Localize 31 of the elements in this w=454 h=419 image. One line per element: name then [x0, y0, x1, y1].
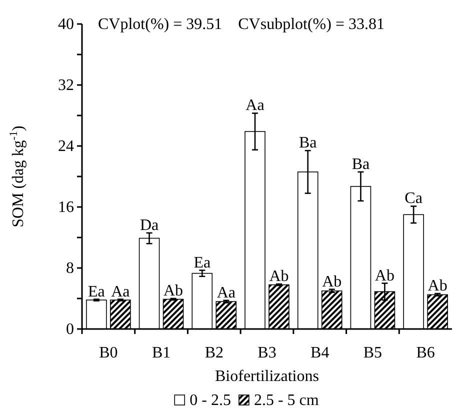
y-tick-label: 32: [58, 77, 74, 94]
x-tick-label: B6: [416, 344, 435, 362]
data-label: Ab: [374, 267, 394, 284]
data-label: Ab: [269, 268, 289, 286]
data-label: Ab: [164, 282, 184, 300]
data-label: Ca: [404, 190, 422, 208]
x-tick-label: B4: [310, 344, 330, 362]
y-tick-label: 24: [58, 138, 74, 156]
data-label: Ba: [352, 156, 370, 173]
y-tick-label: 0: [66, 321, 74, 338]
x-tick-label: B2: [204, 344, 224, 362]
data-label: Ea: [88, 283, 105, 300]
x-tick-label: B5: [363, 344, 382, 362]
data-label: Aa: [216, 284, 236, 302]
y-tick-label: 8: [66, 260, 74, 278]
data-label: Ea: [194, 254, 211, 272]
x-tick-label: B0: [99, 344, 118, 362]
x-tick-label: B3: [258, 344, 276, 362]
x-tick-label: B1: [152, 344, 171, 362]
data-label: Ba: [298, 134, 317, 152]
data-label: Ab: [428, 278, 448, 295]
data-label: Aa: [246, 97, 264, 114]
data-label: Ab: [322, 273, 342, 290]
data-label: Aa: [111, 283, 130, 300]
y-tick-label: 40: [58, 16, 74, 34]
x-axis-title: Biofertilizations: [215, 368, 319, 385]
y-tick-label: 16: [58, 199, 74, 216]
legend-label: 2.5 - 5 cm: [254, 392, 320, 409]
annotation: CVplot(%) = 39.51 CVsubplot(%) = 33.81: [98, 16, 384, 33]
legend-label: 0 - 2.5: [190, 392, 231, 409]
data-label: Da: [140, 216, 159, 234]
